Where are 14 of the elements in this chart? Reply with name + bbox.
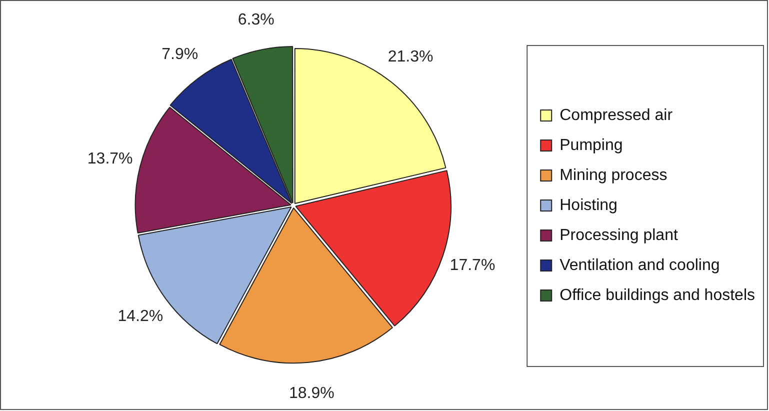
data-label: 13.7% <box>87 150 133 168</box>
data-label: 18.9% <box>289 385 334 402</box>
legend-label: Hoisting <box>560 196 618 214</box>
data-label: 17.7% <box>450 257 496 274</box>
legend-label: Processing plant <box>560 226 678 244</box>
data-label: 7.9% <box>162 46 198 63</box>
legend-label: Ventilation and cooling <box>560 256 720 274</box>
data-label: 6.3% <box>238 12 274 29</box>
legend-label: Office buildings and hostels <box>560 286 756 304</box>
legend-label: Compressed air <box>560 106 674 124</box>
data-label: 14.2% <box>118 308 164 325</box>
legend-label: Mining process <box>560 166 668 184</box>
data-label: 21.3% <box>388 48 434 66</box>
legend-label: Pumping <box>560 136 623 154</box>
